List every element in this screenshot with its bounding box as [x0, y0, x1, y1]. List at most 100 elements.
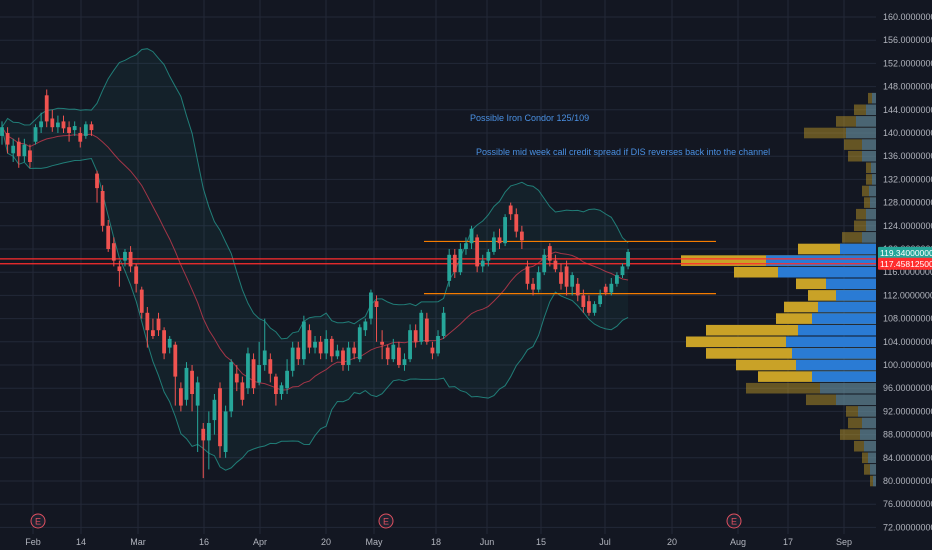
y-axis[interactable]: 160.00000000 156.00000000 152.00000000 148.…: [883, 12, 932, 532]
candle-body[interactable]: [22, 144, 27, 157]
candle-body[interactable]: [497, 237, 502, 244]
candle-body[interactable]: [363, 321, 368, 331]
candle-body[interactable]: [464, 243, 468, 249]
candle-body[interactable]: [626, 251, 630, 267]
candle-body[interactable]: [89, 124, 94, 131]
candle-body[interactable]: [251, 359, 256, 389]
candle-body[interactable]: [553, 260, 558, 270]
candle-body[interactable]: [413, 330, 418, 342]
candle-body[interactable]: [229, 362, 234, 412]
x-axis[interactable]: Feb 14 Mar 16 Apr 20 May 18 Jun 15 Jul 20 Aug 17 Sep: [25, 537, 852, 547]
candle-body[interactable]: [83, 124, 88, 136]
candle-body[interactable]: [100, 191, 105, 226]
candle-body[interactable]: [28, 150, 32, 162]
candle-body[interactable]: [396, 347, 401, 365]
annotations[interactable]: Possible Iron Condor 125/109 Possible mi…: [470, 113, 770, 157]
candle-body[interactable]: [447, 254, 452, 281]
candle-body[interactable]: [56, 122, 60, 128]
candle-body[interactable]: [486, 251, 491, 261]
candle-body[interactable]: [458, 249, 463, 273]
candle-body[interactable]: [570, 275, 575, 287]
candle-body[interactable]: [190, 370, 194, 394]
earnings-marker-circle[interactable]: [378, 513, 394, 529]
candle-body[interactable]: [257, 365, 262, 383]
candle-body[interactable]: [352, 347, 357, 354]
candle-body[interactable]: [620, 266, 625, 276]
candle-body[interactable]: [111, 243, 116, 261]
candle-body[interactable]: [156, 318, 161, 331]
candle-body[interactable]: [419, 312, 424, 342]
candle-body[interactable]: [44, 95, 49, 122]
candle-body[interactable]: [525, 266, 530, 284]
candle-body[interactable]: [11, 145, 16, 154]
candlesticks[interactable]: [0, 89, 630, 479]
candle-body[interactable]: [72, 126, 77, 131]
candle-body[interactable]: [536, 272, 541, 290]
annotation-iron-condor[interactable]: Possible Iron Condor 125/109: [470, 113, 589, 123]
candle-body[interactable]: [598, 295, 603, 305]
candle-body[interactable]: [430, 347, 435, 354]
candle-body[interactable]: [95, 173, 99, 189]
horizontal-levels[interactable]: [0, 240, 876, 295]
candle-body[interactable]: [318, 341, 323, 354]
candle-body[interactable]: [167, 338, 172, 348]
candle-body[interactable]: [357, 327, 362, 360]
candle-body[interactable]: [50, 118, 55, 128]
candle-body[interactable]: [39, 121, 44, 128]
candle-body[interactable]: [33, 127, 38, 142]
earnings-markers[interactable]: E E E: [30, 513, 742, 529]
candle-body[interactable]: [380, 341, 385, 345]
candle-body[interactable]: [212, 399, 217, 421]
candle-body[interactable]: [262, 350, 267, 366]
candle-body[interactable]: [592, 304, 597, 313]
candle-body[interactable]: [151, 330, 155, 336]
candle-body[interactable]: [184, 367, 189, 400]
candle-body[interactable]: [324, 338, 329, 354]
candle-body[interactable]: [301, 321, 306, 360]
candle-body[interactable]: [514, 214, 519, 232]
candle-body[interactable]: [346, 347, 351, 365]
earnings-marker-circle[interactable]: [30, 513, 46, 529]
candle-body[interactable]: [564, 266, 569, 287]
candle-body[interactable]: [223, 411, 228, 452]
candle-body[interactable]: [519, 231, 524, 241]
candle-body[interactable]: [587, 301, 591, 313]
candle-body[interactable]: [246, 353, 250, 389]
candle-body[interactable]: [391, 344, 396, 360]
candle-body[interactable]: [234, 373, 239, 383]
candle-body[interactable]: [603, 286, 608, 293]
candle-body[interactable]: [469, 228, 474, 244]
candle-body[interactable]: [480, 260, 485, 267]
candle-body[interactable]: [307, 330, 312, 348]
candle-body[interactable]: [195, 382, 200, 406]
candle-body[interactable]: [369, 292, 373, 319]
candle-body[interactable]: [5, 133, 10, 145]
earnings-marker[interactable]: E: [378, 513, 394, 529]
candle-body[interactable]: [313, 341, 317, 348]
candle-body[interactable]: [240, 382, 245, 400]
candle-body[interactable]: [408, 330, 412, 360]
candle-body[interactable]: [402, 359, 407, 365]
candle-body[interactable]: [531, 283, 535, 290]
candle-body[interactable]: [503, 217, 507, 244]
candle-body[interactable]: [268, 359, 273, 374]
candle-body[interactable]: [575, 283, 580, 296]
candle-body[interactable]: [492, 237, 496, 252]
candle-body[interactable]: [285, 370, 289, 389]
candle-body[interactable]: [61, 121, 66, 129]
candle-body[interactable]: [452, 254, 457, 273]
candle-body[interactable]: [296, 347, 301, 360]
candle-body[interactable]: [106, 225, 111, 249]
candle-body[interactable]: [134, 266, 139, 284]
candle-body[interactable]: [16, 141, 21, 157]
candle-body[interactable]: [162, 330, 167, 354]
candle-body[interactable]: [581, 295, 586, 307]
candle-body[interactable]: [145, 312, 150, 331]
candle-body[interactable]: [436, 336, 440, 354]
candle-body[interactable]: [128, 251, 133, 267]
candle-body[interactable]: [201, 428, 206, 441]
candle-body[interactable]: [385, 347, 390, 360]
candle-body[interactable]: [173, 344, 178, 377]
candle-body[interactable]: [329, 338, 334, 357]
earnings-marker[interactable]: E: [30, 513, 46, 529]
